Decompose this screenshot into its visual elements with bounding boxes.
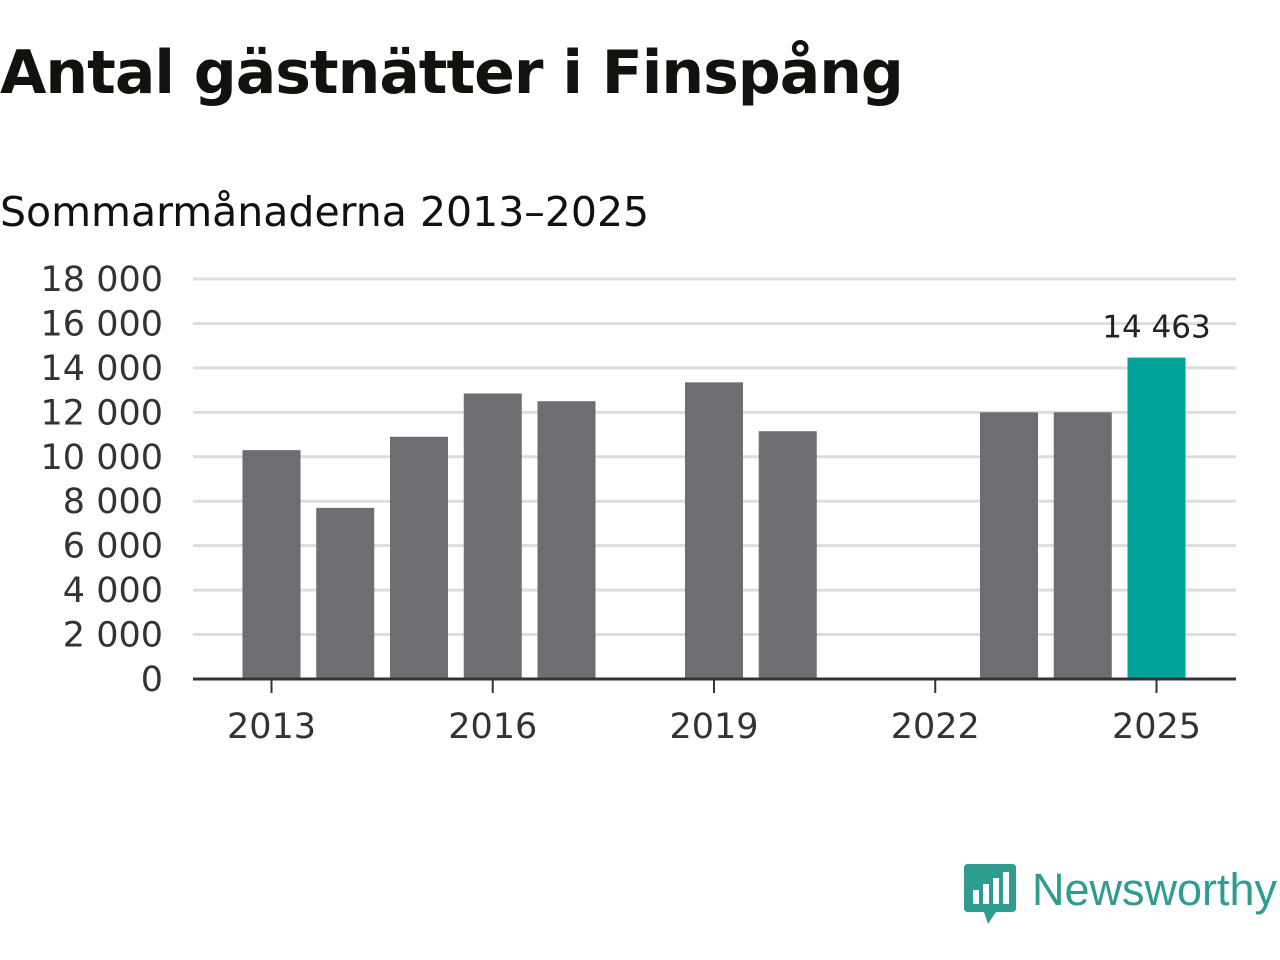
bar-2014	[316, 507, 375, 679]
x-axis-tick-labels: 2013 2016 2019 2022 2025	[227, 679, 1201, 747]
bar-2019	[685, 382, 743, 679]
bar-2025	[1127, 357, 1186, 679]
x-tick-label: 2025	[1112, 707, 1201, 747]
bar-2024	[1053, 412, 1112, 679]
chart-subtitle: Sommarmånaderna 2013–2025	[0, 188, 650, 236]
newsworthy-logo-icon	[964, 864, 1016, 924]
y-tick-label: 4 000	[63, 571, 163, 611]
x-tick-label: 2013	[227, 707, 316, 747]
data-labels: 14 463	[1102, 310, 1210, 346]
bar-2015	[390, 436, 448, 679]
x-tick-label: 2022	[891, 707, 980, 747]
chart-title: Antal gästnätter i Finspång	[0, 38, 904, 108]
y-tick-label: 16 000	[41, 304, 163, 344]
bar-2020	[758, 431, 817, 679]
x-tick-label: 2016	[448, 707, 537, 747]
bars	[242, 357, 1186, 679]
y-tick-label: 8 000	[63, 482, 163, 522]
x-tick-label: 2019	[669, 707, 758, 747]
newsworthy-logo: Newsworthy	[964, 862, 1280, 928]
y-tick-label: 2 000	[63, 616, 163, 656]
y-tick-label: 14 000	[41, 349, 163, 389]
y-tick-label: 12 000	[41, 393, 163, 433]
y-tick-label: 6 000	[63, 527, 163, 567]
bar-2013	[242, 450, 301, 679]
newsworthy-wordmark: Newsworthy	[1032, 864, 1278, 915]
data-label-2025: 14 463	[1102, 310, 1210, 346]
y-tick-label: 18 000	[41, 260, 163, 300]
y-tick-label: 0	[141, 660, 163, 700]
bar-2017	[537, 401, 596, 679]
bar-2016	[463, 393, 522, 679]
y-tick-label: 10 000	[41, 438, 163, 478]
bar-2023	[980, 412, 1038, 679]
